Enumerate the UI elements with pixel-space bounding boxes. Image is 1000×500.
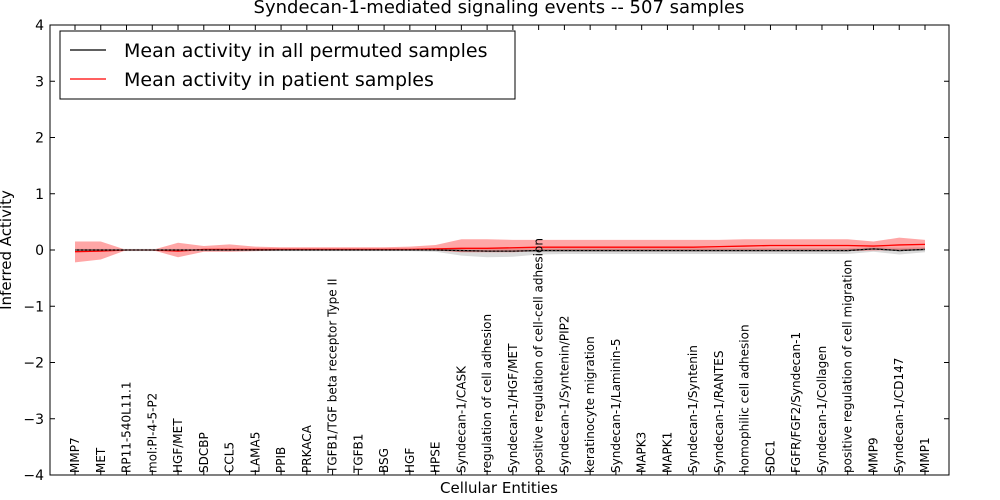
legend-label-permuted: Mean activity in all permuted samples	[124, 40, 487, 62]
x-tick-label: Syndecan-1/HGF/MET	[506, 343, 520, 473]
x-tick-label: HGF	[403, 448, 417, 473]
y-tick-label: 2	[35, 131, 44, 147]
line-permuted-dotted	[75, 248, 926, 252]
x-tick-label: TGFB1/TGF beta receptor Type II	[326, 278, 340, 474]
x-tick-label: Syndecan-1/CASK	[454, 365, 468, 473]
y-tick-label: −2	[23, 356, 44, 372]
x-tick-label: SDCBP	[197, 432, 211, 473]
y-axis-ticks: 4 3 2 1 0 −1 −2 −3 −4	[23, 18, 949, 484]
legend: Mean activity in all permuted samples Me…	[59, 30, 516, 100]
x-tick-label: PRKACA	[300, 424, 314, 473]
y-tick-label: 1	[35, 187, 44, 203]
x-tick-label: mol:PI-4-5-P2	[145, 393, 159, 473]
x-tick-label: regulation of cell adhesion	[480, 314, 494, 473]
y-tick-label: 0	[35, 243, 44, 259]
y-tick-label: 4	[35, 18, 44, 34]
x-tick-label: BSG	[377, 448, 391, 473]
x-tick-label: SDC1	[763, 440, 777, 473]
x-tick-label: Syndecan-1/Collagen	[815, 346, 829, 473]
x-tick-label: PPIB	[274, 447, 288, 473]
x-tick-label: CCL5	[223, 442, 237, 473]
x-tick-label: Syndecan-1/RANTES	[712, 351, 726, 473]
x-tick-label: MAPK3	[635, 432, 649, 473]
y-tick-label: −1	[23, 299, 44, 315]
x-tick-label: FGFR/FGF2/Syndecan-1	[789, 332, 803, 473]
x-tick-label: HPSE	[429, 442, 443, 473]
x-tick-label: RP11-540L11.1	[120, 382, 134, 473]
legend-box	[59, 30, 516, 100]
x-tick-label: positive regulation of cell-cell adhesio…	[532, 238, 546, 473]
series-lines	[74, 243, 926, 253]
x-axis-ticks: MMP7 MET RP11-540L11.1 mol:PI-4-5-P2 HGF/MET…	[68, 25, 932, 475]
x-tick-label: MMP1	[918, 437, 932, 473]
y-axis-label: Inferred Activity	[0, 190, 15, 310]
x-tick-label: homophilic cell adhesion	[738, 324, 752, 473]
x-tick-label: keratinocyte migration	[583, 336, 597, 473]
x-tick-label: MET	[94, 447, 108, 473]
x-tick-label: Syndecan-1/Syntenin/PIP2	[557, 315, 571, 473]
x-tick-label: Syndecan-1/Syntenin	[686, 345, 700, 473]
x-tick-label: MMP9	[866, 437, 880, 473]
x-axis-label: Cellular Entities	[440, 479, 558, 497]
plot-frame	[49, 24, 950, 476]
y-tick-label: −3	[23, 412, 44, 428]
y-tick-label: 3	[35, 74, 44, 90]
chart-title: Syndecan-1-mediated signaling events -- …	[254, 0, 745, 18]
x-tick-label: Syndecan-1/Laminin-5	[609, 339, 623, 473]
band-patient	[75, 237, 925, 263]
x-tick-label: positive regulation of cell migration	[841, 260, 855, 473]
x-tick-label: HGF/MET	[171, 418, 185, 473]
y-tick-label: −4	[23, 468, 44, 484]
x-tick-label: MAPK1	[660, 432, 674, 473]
x-tick-label: MMP7	[68, 437, 82, 473]
legend-label-patient: Mean activity in patient samples	[124, 69, 434, 91]
x-tick-label: TGFB1	[351, 434, 365, 474]
x-tick-label: LAMA5	[248, 432, 262, 473]
x-tick-label: Syndecan-1/CD147	[892, 358, 906, 473]
